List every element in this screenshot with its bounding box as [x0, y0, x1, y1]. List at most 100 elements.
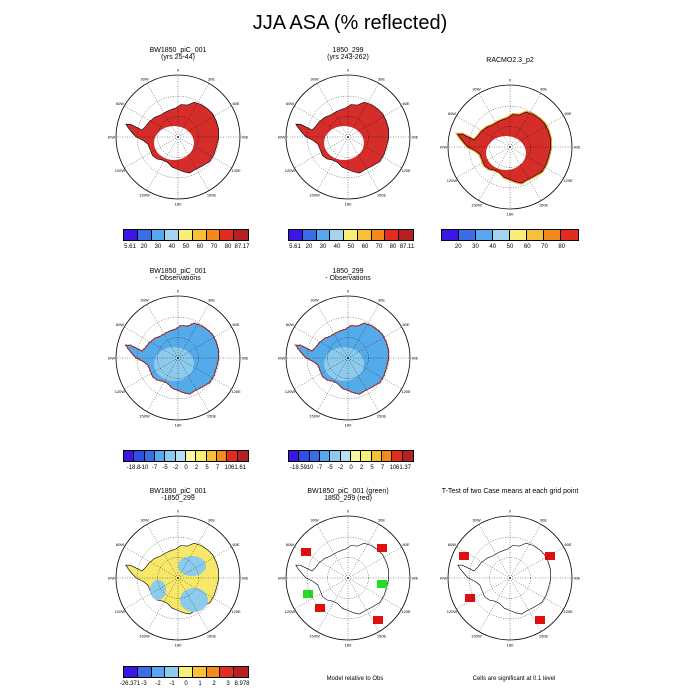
colorbar-label: 70	[541, 244, 548, 250]
panel-title: BW1850_piC_001 (green)	[307, 488, 389, 495]
colorbar-cell	[330, 451, 341, 461]
meridian	[177, 326, 232, 359]
polar-map: 0 30E 60E 90E 120E 150E 180 150W 120W 90W 60W 30W	[108, 509, 248, 648]
pole-hole	[154, 126, 194, 160]
longitude-label: 180	[175, 202, 182, 207]
longitude-label: 90E	[411, 356, 418, 361]
longitude-label: 30E	[208, 517, 215, 522]
colorbar-cell	[392, 451, 403, 461]
longitude-label: 60W	[116, 101, 124, 106]
colorbar-cell	[319, 451, 331, 461]
longitude-label: 60W	[448, 542, 456, 547]
colorbar-label: 0	[184, 681, 188, 687]
polar-map: 0 30E 60E 90E 120E 150E 180 150W 120W 90W 60W 30W	[440, 509, 580, 648]
longitude-label: 120W	[115, 168, 126, 173]
colorbar-label: 87.11	[399, 244, 415, 250]
longitude-label: 0	[347, 289, 350, 294]
colorbar-label: 10	[224, 465, 232, 471]
colorbar-cell	[459, 230, 476, 240]
colorbar-cell	[493, 230, 510, 240]
colorbar-cell	[206, 667, 221, 677]
longitude-label: 120E	[401, 168, 411, 173]
colorbar-cell	[192, 667, 207, 677]
colorbar-cell	[151, 230, 166, 240]
longitude-label: 150W	[309, 193, 320, 198]
longitude-label: 150E	[207, 193, 217, 198]
colorbar-cell	[216, 451, 228, 461]
longitude-label: 90W	[278, 135, 285, 140]
colorbar-diff1: -18.8 -10 -7 -5 -2 0 2 5 7 10 61.61	[123, 450, 249, 474]
colorbar-abs2: 5.61 20 30 40 50 60 70 80 87.11	[288, 229, 414, 253]
meridian	[294, 546, 349, 579]
longitude-label: 60E	[402, 101, 409, 106]
colorbar-label: 3	[226, 681, 230, 687]
meridian	[124, 357, 179, 390]
longitude-label: 120E	[231, 168, 241, 173]
meridian	[509, 577, 564, 610]
colorbar-cell	[137, 230, 152, 240]
colorbar-cell	[340, 451, 351, 461]
meridian	[316, 524, 349, 579]
colorbar-cell	[151, 667, 166, 677]
meridian	[177, 546, 232, 579]
panel-title: 1850_299	[332, 47, 364, 54]
interior-field	[324, 347, 364, 381]
longitude-label: 120E	[401, 389, 411, 394]
colorbar-label: 20	[140, 244, 148, 250]
map-boundary	[285, 74, 411, 200]
colorbar-cell	[165, 451, 176, 461]
longitude-label: 90E	[411, 135, 418, 140]
longitude-label: 0	[177, 509, 180, 514]
map-boundary	[447, 84, 573, 210]
longitude-label: 0	[177, 68, 180, 73]
colorbar-cell	[185, 451, 197, 461]
colorbar-cell	[371, 451, 382, 461]
colorbar-diff3: -26.371 -3 -2 -1 0 1 2 3 8.978	[120, 666, 250, 690]
colorbar-label: 80	[224, 244, 232, 250]
longitude-label: 30E	[540, 517, 547, 522]
colorbar-cell	[357, 230, 372, 240]
longitude-label: 150W	[471, 634, 482, 639]
longitude-label: 90W	[278, 576, 285, 581]
pole-hole	[324, 126, 364, 160]
colorbar-label: 20	[454, 244, 462, 250]
longitude-label: 150W	[139, 634, 150, 639]
longitude-label: 90W	[440, 145, 447, 150]
colorbar-cell	[361, 451, 372, 461]
longitude-label: 150W	[139, 193, 150, 198]
longitude-label: 150W	[309, 634, 320, 639]
longitude-label: 60E	[232, 542, 239, 547]
colorbar-label: 50	[506, 244, 514, 250]
longitude-label: 120E	[563, 609, 573, 614]
longitude-label: 90W	[108, 135, 115, 140]
colorbar-cell	[399, 230, 414, 240]
colorbar-cell	[289, 230, 303, 240]
meridian	[347, 546, 402, 579]
longitude-label: 0	[347, 509, 350, 514]
colorbar-label: 0	[349, 465, 353, 471]
longitude-label: 90W	[278, 356, 285, 361]
colorbar-cell	[289, 451, 300, 461]
panel-title: BW1850_piC_001	[149, 268, 207, 275]
colorbar-abs1: 5.61 20 30 40 50 60 70 80 87.17	[123, 229, 250, 253]
meridian	[316, 136, 349, 191]
meridian	[478, 524, 511, 579]
meridian	[509, 146, 542, 201]
colorbar-label: -18.8	[126, 465, 141, 471]
coastal-positive-bias	[294, 322, 390, 395]
colorbar-label: -18.59	[289, 465, 308, 471]
colorbar-cell	[179, 230, 193, 240]
longitude-label: 120W	[447, 609, 458, 614]
meridian	[478, 577, 511, 632]
longitude-label: 150W	[309, 414, 320, 419]
colorbar-cell	[561, 230, 578, 240]
colorbar-label: 5.61	[289, 244, 301, 250]
longitude-label: 60W	[116, 542, 124, 547]
longitude-label: 150E	[207, 414, 217, 419]
coastline	[295, 542, 389, 615]
significant-cells	[377, 544, 387, 552]
longitude-label: 30W	[310, 297, 318, 302]
colorbar-cell	[344, 230, 358, 240]
meridian	[509, 546, 564, 579]
significant-cells	[315, 604, 325, 612]
